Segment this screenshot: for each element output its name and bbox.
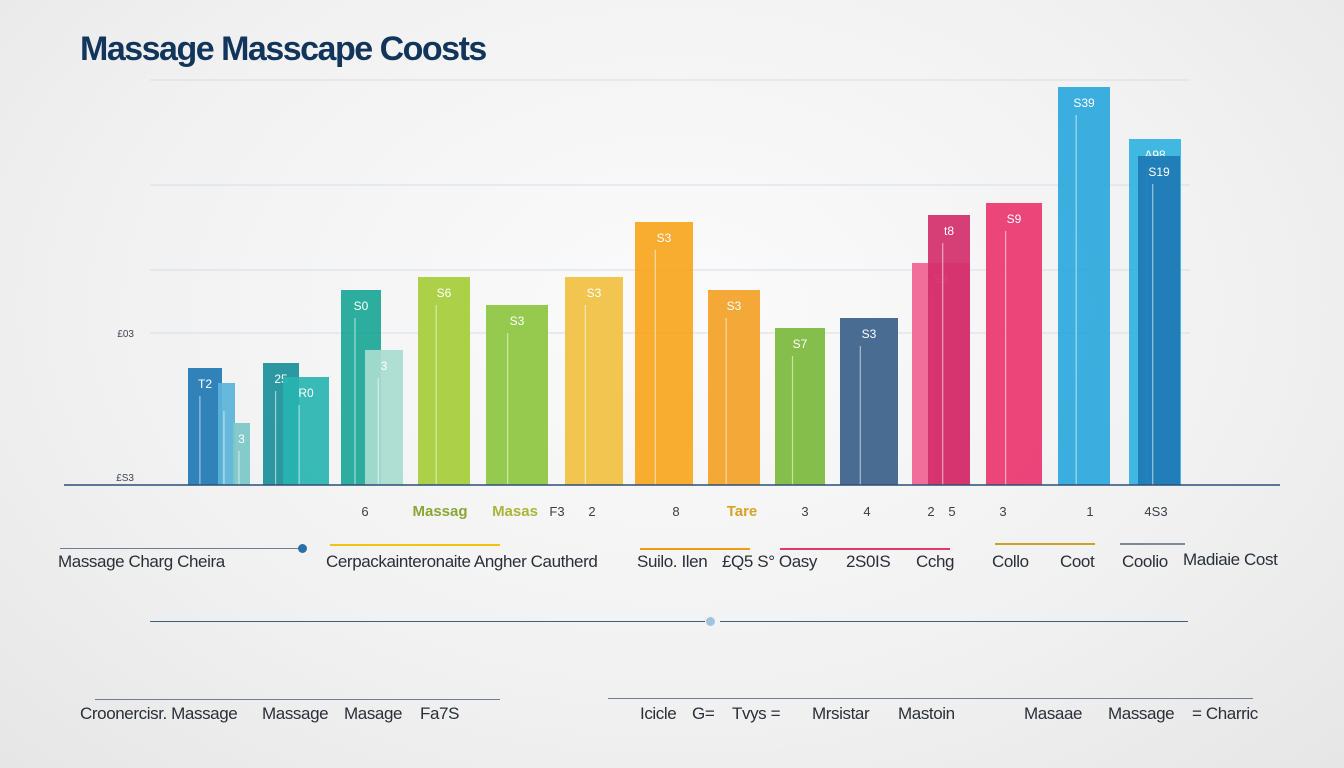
legend-label: Massage Charg Cheira [58, 552, 225, 571]
legend-swatch [640, 548, 750, 550]
bar [1058, 87, 1110, 485]
legend-label: Mastoin [898, 704, 955, 723]
x-tick-label: Massag [412, 503, 467, 520]
legend-underline [608, 698, 1253, 699]
separator-line [150, 621, 705, 622]
bar-value-label: t8 [944, 224, 954, 238]
separator-line [720, 621, 1188, 622]
bar-value-label: 3 [381, 359, 388, 373]
legend-swatch [1120, 543, 1185, 545]
legend-label: = Charric [1192, 704, 1258, 723]
bar-value-label: S0 [354, 299, 369, 313]
bar [283, 377, 329, 485]
legend-underline [60, 548, 305, 549]
legend-label: 2S0IS [846, 552, 891, 571]
x-tick-label: 5 [948, 504, 955, 519]
legend-label: Cerpackainteronaite Angher Cautherd [326, 552, 598, 571]
legend-label: Massage [262, 704, 329, 723]
legend-label: Tvys = [732, 704, 781, 723]
legend-label: Suilo. Ilen [637, 552, 708, 571]
x-tick-label: 4 [863, 504, 870, 519]
x-tick-label: 3 [801, 504, 808, 519]
bar [986, 203, 1042, 485]
bar [840, 318, 898, 485]
legend-swatch [780, 548, 950, 550]
legend-label: Mrsistar [812, 704, 870, 723]
legend-label: Icicle [640, 704, 677, 723]
bar-value-label: S3 [727, 299, 742, 313]
x-tick-label: Masas [492, 503, 538, 520]
x-tick-label: 1 [1086, 504, 1093, 519]
bar [365, 350, 403, 485]
page-title: Massage Masscape Coosts [80, 30, 487, 68]
legend-label: Coot [1060, 552, 1095, 571]
legend-label: Massage [1108, 704, 1175, 723]
y-tick-label: £S3 [116, 473, 134, 484]
bar-value-label: 3 [238, 432, 245, 446]
bar [188, 368, 222, 485]
x-tick-label: Tare [727, 503, 758, 520]
x-tick-label: 8 [672, 504, 679, 519]
legend-label: Fa7S [420, 704, 460, 723]
bar-value-label: T2 [198, 377, 212, 391]
bar-value-label: S19 [1148, 165, 1170, 179]
legend-label: Croonercisr. Massage [80, 704, 238, 723]
bar-value-label: S9 [1007, 212, 1022, 226]
bar [635, 222, 693, 485]
legend-swatch [330, 544, 500, 546]
bar [218, 383, 235, 485]
bar-value-label: S39 [1073, 96, 1095, 110]
legend-marker [298, 544, 307, 553]
bar [1138, 156, 1180, 485]
legend-label: Collo [992, 552, 1029, 571]
bar [418, 277, 470, 485]
y-tick-label: £03 [117, 329, 134, 340]
separator-knob [706, 617, 715, 626]
bar-value-label: S6 [437, 286, 452, 300]
bar-value-label: S7 [793, 337, 808, 351]
x-tick-label: 6 [361, 504, 368, 519]
legend-underline [95, 699, 500, 700]
x-tick-label: 2 [588, 504, 595, 519]
legend-label: G= [692, 704, 715, 723]
bar [565, 277, 623, 485]
bar [708, 290, 760, 485]
legend-label: £Q5 S° Oasy [722, 552, 817, 571]
bar-value-label: S3 [862, 327, 877, 341]
x-tick-label: F3 [549, 504, 564, 519]
x-tick-label: 2 [927, 504, 934, 519]
bar-value-label: S3 [657, 231, 672, 245]
bar-value-label: S3 [510, 314, 525, 328]
bar [486, 305, 548, 485]
x-tick-label: 3 [999, 504, 1006, 519]
bar-value-label: R0 [298, 386, 314, 400]
bar [775, 328, 825, 485]
bar-value-label: S3 [587, 286, 602, 300]
bar [233, 423, 250, 485]
bar [928, 215, 970, 485]
legend-label: Madiaie Cost [1183, 550, 1278, 569]
legend-label: Cchg [916, 552, 955, 571]
x-tick-label: 4S3 [1144, 504, 1167, 519]
legend-label: Masaae [1024, 704, 1083, 723]
legend-swatch [995, 543, 1095, 545]
legend-label: Coolio [1122, 552, 1168, 571]
legend-label: Masage [344, 704, 403, 723]
